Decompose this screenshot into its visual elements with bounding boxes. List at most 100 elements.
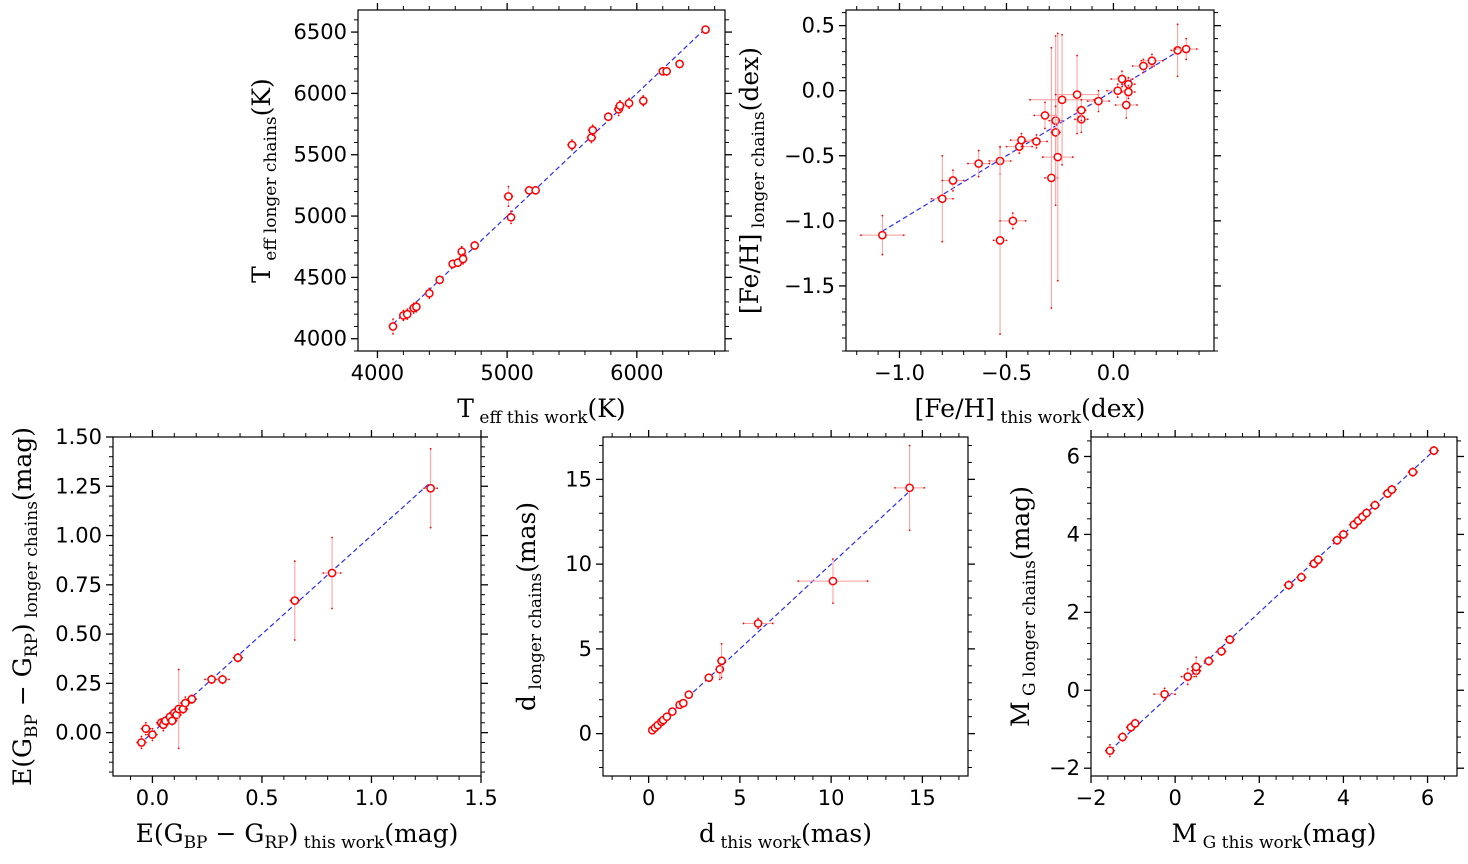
feh-errcap-20-3 (1116, 83, 1119, 86)
feh-point-0 (878, 230, 887, 240)
teff-errcap-4-3 (415, 301, 418, 303)
axis-title-text: (mag) (1006, 486, 1035, 560)
teff-point-23 (638, 96, 648, 106)
axis-title-text: − G (8, 657, 37, 714)
feh-errcap-21-3 (1121, 70, 1123, 73)
feh-errcap-6-0 (999, 219, 1001, 222)
feh-errcap-23-1 (1133, 83, 1136, 86)
axis-title-subscript: BP (184, 833, 208, 853)
mg-point-8 (1204, 656, 1214, 666)
feh-x-tick-label: −1.0 (874, 361, 925, 385)
axis-title-text: ) (8, 623, 37, 633)
feh-errcap-16-2 (1076, 132, 1078, 135)
axis-title-subscript: RP (22, 633, 42, 657)
teff-errcap-12-2 (507, 205, 510, 208)
teff-errcap-21-3 (619, 99, 621, 102)
teff-errcap-18-3 (591, 124, 594, 127)
mg-errcap-4-2 (1163, 699, 1166, 701)
axis-title-subscript: G this work (1197, 833, 1303, 853)
mg-y-axis-title: M G longer chains(mag) (1006, 486, 1040, 727)
mg-point-21 (1370, 500, 1380, 510)
ebr-errcap-0-3 (140, 735, 143, 738)
mg-errcap-7-2 (1195, 675, 1198, 678)
teff-errcap-0-3 (392, 318, 394, 321)
feh-errcap-11-3 (1050, 46, 1053, 49)
dist-data-layer (647, 444, 926, 735)
axis-title-subscript: eff longer chains (261, 116, 281, 266)
ebr-errcap-14-0 (204, 678, 206, 681)
axis-title-subscript: this work (995, 408, 1082, 428)
ebr-point-1 (141, 724, 151, 734)
ebr-errcap-19-1 (436, 487, 439, 490)
teff-x-axis-title: T eff this work(K) (457, 394, 625, 428)
feh-errcap-3-2 (977, 175, 980, 178)
teff-point-13 (506, 212, 516, 222)
dist-x-tick-label: 10 (818, 786, 845, 810)
panel-teff: 4000 5000 6000 4000 4500 5000 5500 6000 6500 T ef… (247, 3, 732, 428)
teff-y-tick-label: 6000 (294, 81, 347, 105)
dist-errcap-15-2 (908, 529, 911, 532)
teff-y-tick-label: 5000 (294, 204, 347, 228)
feh-errcap-25-0 (1131, 65, 1134, 67)
feh-errcap-24-1 (1133, 91, 1136, 93)
dist-errcap-14-2 (832, 602, 834, 605)
feh-point-28 (1181, 44, 1191, 54)
axis-title-text: (dex) (1081, 394, 1145, 423)
feh-point-16 (1072, 90, 1082, 99)
feh-errcap-12-2 (1054, 204, 1057, 207)
ebr-x-tick-label: 0.0 (136, 786, 169, 810)
axis-title-text: (K) (247, 78, 276, 116)
ebr-errcap-1-3 (144, 721, 147, 724)
feh-point-15 (1057, 95, 1067, 105)
feh-errcap-21-0 (1110, 78, 1113, 80)
dist-x-tick-label: 15 (909, 786, 936, 810)
feh-errcap-19-1 (1108, 100, 1111, 103)
feh-point-14 (1053, 152, 1063, 162)
ebr-errcap-18-3 (331, 536, 333, 539)
ebr-errcap-1-2 (144, 733, 147, 736)
ebr-y-tick-label: 1.50 (55, 425, 102, 449)
mg-errcap-0-2 (1109, 755, 1111, 758)
dist-y-axis-title: d longer chains(mas) (512, 502, 546, 711)
feh-data-layer (860, 23, 1198, 335)
ebr-x-tick-label: 1.5 (464, 786, 497, 810)
teff-errcap-17-2 (590, 141, 593, 144)
ebr-errcap-17-3 (293, 560, 296, 563)
feh-errcap-20-0 (1106, 89, 1108, 92)
ebr-errcap-12-3 (184, 696, 187, 699)
teff-point-15 (531, 185, 541, 195)
feh-errcap-9-1 (1046, 140, 1049, 143)
ebr-errcap-19-0 (423, 487, 425, 490)
axis-title-text: [Fe/H] (915, 394, 996, 423)
teff-point-21 (615, 101, 625, 111)
feh-errcap-20-2 (1116, 96, 1119, 99)
axis-title-subscript: BP (22, 714, 42, 738)
feh-errcap-2-1 (962, 179, 965, 182)
feh-errcap-24-3 (1127, 84, 1130, 87)
dist-errcap-13-3 (757, 617, 760, 620)
feh-errcap-26-3 (1151, 53, 1153, 56)
teff-plot-frame (357, 9, 726, 352)
feh-errcap-22-2 (1125, 117, 1128, 119)
teff-errcap-22-2 (628, 107, 630, 110)
teff-errcap-1-2 (402, 319, 405, 322)
axis-title-subscript: RP (264, 833, 288, 853)
teff-point-26 (675, 59, 684, 69)
feh-errcap-4-0 (988, 160, 991, 162)
ebr-x-tick-label: 0.5 (245, 786, 278, 810)
feh-errcap-10-2 (1044, 127, 1046, 130)
mg-point-3 (1130, 719, 1140, 728)
feh-errcap-17-2 (1080, 131, 1083, 134)
teff-point-10 (458, 254, 468, 264)
teff-errcap-12-3 (507, 185, 510, 188)
feh-errcap-6-3 (1011, 212, 1014, 214)
feh-point-24 (1124, 87, 1133, 97)
dist-point-9 (684, 690, 694, 699)
mg-errcap-5-3 (1186, 667, 1189, 670)
feh-point-10 (1040, 111, 1050, 120)
ebr-errcap-2-3 (151, 727, 154, 730)
feh-point-27 (1173, 45, 1182, 55)
teff-point-18 (588, 125, 598, 135)
teff-point-25 (662, 66, 671, 76)
